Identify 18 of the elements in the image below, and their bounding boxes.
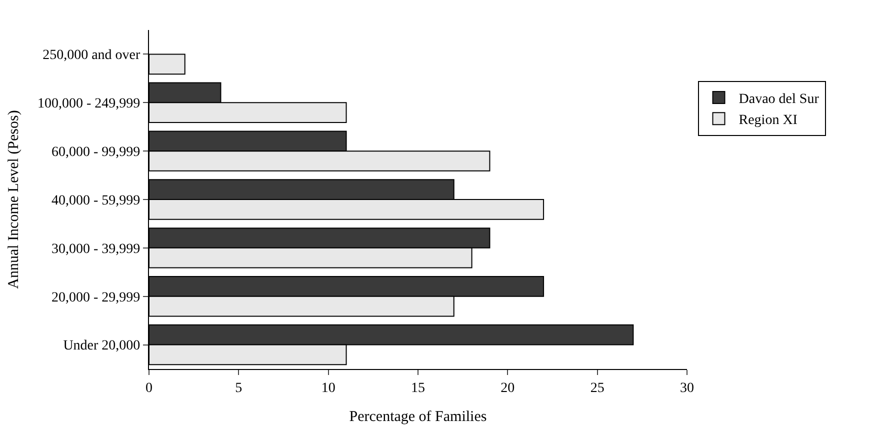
x-tick-label: 5: [235, 380, 242, 396]
x-tick-label: 30: [680, 380, 694, 396]
x-tick-label: 20: [500, 380, 515, 396]
legend-label: Region XI: [738, 113, 798, 128]
y-tick-label: 250,000 and over: [42, 48, 141, 64]
y-tick-label: 20,000 - 29,999: [52, 290, 140, 306]
legend-label: Davao del Sur: [738, 92, 820, 107]
y-tick-label: 30,000 - 39,999: [52, 242, 140, 257]
x-tick-label: 0: [146, 380, 152, 396]
y-tick-label: 100,000 - 249,999: [38, 96, 140, 112]
x-tick-label: 15: [411, 380, 425, 396]
y-tick-label: 60,000 - 99,999: [52, 144, 140, 160]
x-axis-title: Percentage of Families: [349, 408, 487, 425]
y-axis-title: Annual Income Level (Pesos): [6, 110, 22, 289]
y-tick-label: 40,000 - 59,999: [52, 193, 140, 208]
x-tick-label: 25: [590, 380, 604, 396]
x-tick-label: 10: [321, 380, 336, 396]
y-tick-label: Under 20,000: [63, 338, 140, 354]
